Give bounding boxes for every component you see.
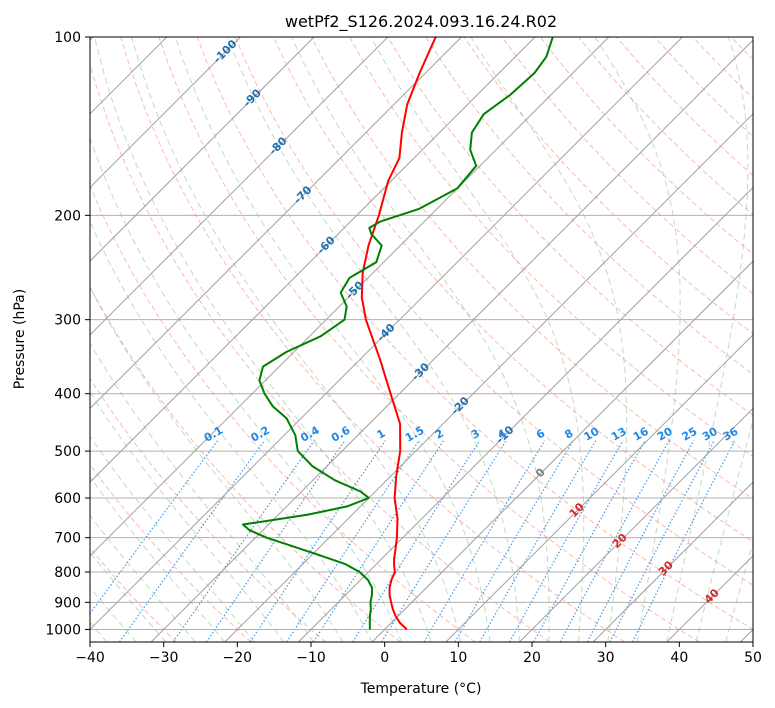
x-tick-label: 10 (449, 650, 467, 666)
y-tick-label: 900 (54, 595, 81, 611)
dry-adiabat-line (158, 37, 700, 642)
mixing-ratio-line (423, 440, 546, 642)
dry-adiabat-line (90, 547, 177, 642)
isotherm-line (298, 186, 753, 642)
y-tick-label: 200 (54, 208, 81, 224)
isotherm-line (592, 481, 753, 642)
dry-adiabat-line (90, 377, 327, 642)
isotherm-line (224, 113, 753, 642)
isotherm-line (445, 334, 753, 642)
moist-adiabat-line (90, 586, 137, 642)
x-tick-label: 40 (670, 650, 688, 666)
isotherm-line (90, 37, 389, 336)
moist-adiabat-line (695, 418, 753, 642)
moist-adiabat-line (90, 342, 314, 642)
dry-adiabat-line (90, 184, 476, 642)
moist-adiabat-line (90, 476, 226, 642)
y-tick-label: 300 (54, 313, 81, 329)
y-axis-label: Pressure (hPa) (12, 289, 28, 389)
x-axis-label: Temperature (°C) (360, 681, 482, 697)
dry-adiabat-line (272, 37, 753, 543)
dry-adiabat-line (234, 37, 753, 586)
plot-frame (89, 36, 754, 643)
moist-adiabat-line (666, 37, 749, 642)
mixing-ratio-line (586, 440, 695, 642)
moist-adiabat-line (594, 37, 681, 642)
y-tick-label: 700 (54, 531, 81, 547)
isotherm-line (371, 260, 753, 642)
mixing-ratio-line (286, 440, 420, 642)
x-tick-label: 0 (380, 650, 389, 666)
x-tick-label: 20 (523, 650, 541, 666)
isotherm-line (90, 37, 536, 483)
x-axis-ticks: −40 −30 −20 −10 0 10 20 30 40 50 (75, 642, 762, 666)
mixing-ratio-line (352, 440, 481, 642)
temperature-line (360, 37, 437, 631)
isotherm-line (150, 39, 753, 642)
dry-adiabat-line (387, 37, 753, 416)
mixing-ratio-line (454, 440, 574, 642)
chart-title: wetPf2_S126.2024.093.16.24.R02 (285, 12, 557, 32)
y-tick-label: 600 (54, 491, 81, 507)
x-tick-label: −40 (75, 650, 105, 666)
mixing-ratio-line (312, 440, 445, 642)
y-tick-label: 100 (54, 30, 81, 46)
moist-adiabat-line (90, 435, 255, 642)
x-tick-label: −30 (149, 650, 179, 666)
isotherm-line (90, 37, 683, 631)
isotherms (90, 37, 753, 642)
y-tick-label: 400 (54, 387, 81, 403)
dry-adiabat-line (425, 37, 753, 375)
moist-adiabat-line (90, 551, 167, 642)
moist-adiabat-line (131, 37, 461, 642)
y-tick-label: 800 (54, 565, 81, 581)
moist-adiabat-line (370, 37, 585, 642)
isotherm-line (90, 37, 241, 189)
dry-adiabat-line (196, 37, 753, 630)
isotherm-line (90, 37, 462, 410)
sounding-series (241, 37, 554, 631)
dry-adiabat-line (349, 37, 753, 458)
moist-adiabat-line (90, 286, 344, 642)
moist-adiabat-line (174, 37, 491, 642)
moist-adiabat-line (227, 37, 520, 642)
dry-adiabat-line (501, 37, 753, 295)
dry-adiabat-line (311, 37, 753, 500)
x-tick-label: −20 (223, 650, 253, 666)
y-axis-ticks: 100 200 300 400 500 600 700 800 900 1000 (45, 30, 90, 638)
moist-adiabat-line (291, 37, 550, 642)
pressure-gridlines (90, 37, 753, 630)
isotherm-line (519, 407, 753, 642)
isotherm-line (90, 37, 610, 557)
mixing-ratio-line (249, 440, 386, 642)
x-tick-label: 50 (744, 650, 762, 666)
y-tick-label: 500 (54, 444, 81, 460)
mixing-ratio-line (559, 440, 670, 642)
moist-adiabat-line (90, 391, 285, 642)
mixing-ratio-line (205, 440, 346, 642)
y-tick-label: 1000 (45, 622, 81, 638)
dry-adiabat-line (90, 463, 252, 642)
dry-adiabat-line (90, 62, 551, 642)
moist-adiabat-line (90, 514, 196, 642)
x-tick-label: 30 (597, 650, 615, 666)
dewpoint-line (241, 37, 554, 630)
x-tick-label: −10 (296, 650, 326, 666)
moist-adiabat-line (725, 540, 753, 642)
isotherm-line (90, 37, 315, 262)
mixing-ratio-line (479, 440, 597, 642)
moist-adiabat-line (470, 37, 628, 642)
mixing-ratio-line (172, 440, 315, 642)
moist-adiabat-line (90, 220, 373, 642)
dry-adiabat-line (120, 37, 625, 642)
mixing-ratio-line (609, 440, 715, 642)
